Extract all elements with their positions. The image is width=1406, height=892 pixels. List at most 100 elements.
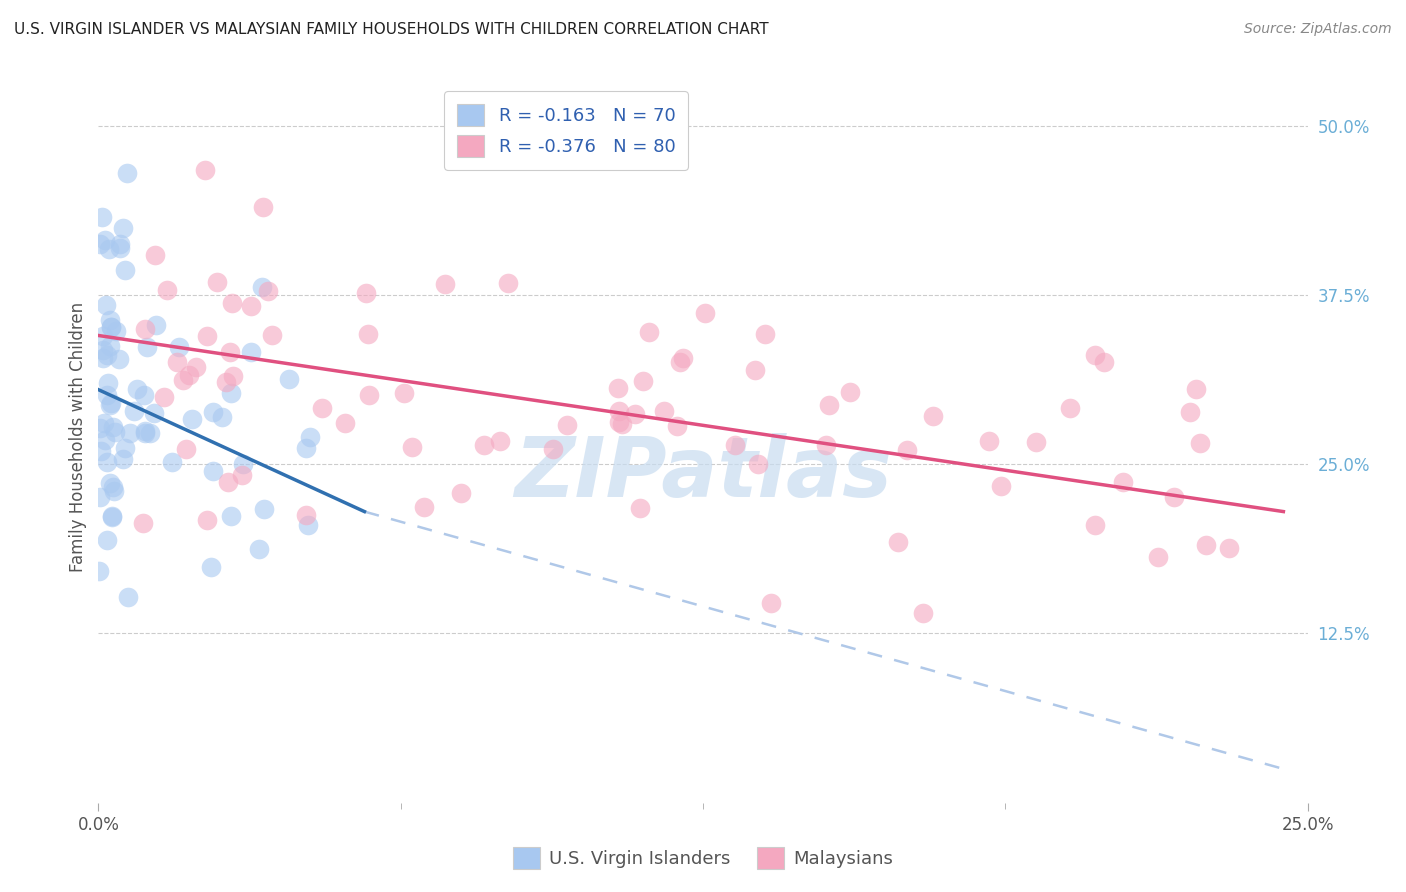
Point: [89, 490, 111, 504]
Point: [754, 326, 776, 341]
Point: [335, 416, 357, 430]
Point: [239, 299, 262, 313]
Point: [631, 375, 654, 389]
Point: [747, 457, 769, 471]
Point: [93, 343, 115, 357]
Text: Source: ZipAtlas.com: Source: ZipAtlas.com: [1244, 22, 1392, 37]
Point: [624, 407, 647, 421]
Point: [156, 283, 179, 297]
Point: [250, 280, 273, 294]
Point: [145, 318, 167, 333]
Point: [98, 313, 121, 327]
Point: [142, 406, 165, 420]
Y-axis label: Family Households with Children: Family Households with Children: [69, 302, 87, 572]
Point: [96, 455, 118, 469]
Point: [472, 437, 495, 451]
Point: [489, 434, 512, 448]
Point: [143, 247, 166, 261]
Point: [162, 455, 184, 469]
Point: [101, 510, 124, 524]
Point: [979, 434, 1001, 448]
Point: [1147, 549, 1170, 564]
Point: [174, 442, 197, 456]
Point: [450, 485, 472, 500]
Point: [295, 508, 318, 522]
Point: [134, 425, 156, 440]
Point: [219, 344, 242, 359]
Point: [103, 480, 125, 494]
Point: [628, 500, 651, 515]
Point: [1184, 382, 1206, 396]
Point: [814, 438, 837, 452]
Point: [110, 241, 132, 255]
Point: [112, 221, 135, 235]
Point: [887, 535, 910, 549]
Legend: U.S. Virgin Islanders, Malaysians: U.S. Virgin Islanders, Malaysians: [506, 839, 900, 876]
Point: [90, 444, 112, 458]
Point: [166, 355, 188, 369]
Point: [744, 363, 766, 377]
Point: [134, 388, 156, 402]
Point: [139, 425, 162, 440]
Point: [607, 381, 630, 395]
Point: [94, 298, 117, 312]
Point: [359, 388, 381, 402]
Point: [231, 468, 253, 483]
Point: [637, 325, 659, 339]
Point: [1180, 405, 1202, 419]
Point: [101, 508, 124, 523]
Point: [201, 464, 224, 478]
Point: [91, 329, 114, 343]
Point: [219, 509, 242, 524]
Point: [202, 405, 225, 419]
Point: [195, 329, 218, 343]
Point: [105, 324, 128, 338]
Point: [1163, 490, 1185, 504]
Point: [257, 285, 280, 299]
Point: [217, 475, 239, 489]
Point: [211, 410, 233, 425]
Point: [184, 360, 207, 375]
Point: [541, 442, 564, 457]
Point: [252, 200, 274, 214]
Point: [91, 210, 114, 224]
Point: [607, 416, 630, 430]
Point: [98, 398, 121, 412]
Point: [759, 596, 782, 610]
Point: [1112, 475, 1135, 490]
Point: [89, 237, 111, 252]
Point: [115, 166, 138, 180]
Point: [122, 404, 145, 418]
Point: [221, 296, 243, 310]
Point: [1218, 541, 1240, 555]
Point: [838, 384, 860, 399]
Point: [94, 233, 117, 247]
Point: [1188, 436, 1211, 450]
Point: [134, 424, 156, 438]
Point: [118, 425, 141, 440]
Point: [911, 607, 934, 621]
Point: [101, 419, 124, 434]
Point: [108, 352, 131, 367]
Point: [132, 516, 155, 530]
Point: [392, 385, 415, 400]
Point: [205, 275, 228, 289]
Point: [114, 441, 136, 455]
Point: [607, 404, 630, 418]
Point: [100, 320, 122, 334]
Point: [232, 457, 254, 471]
Point: [260, 327, 283, 342]
Point: [96, 349, 118, 363]
Point: [665, 418, 688, 433]
Point: [96, 388, 118, 402]
Text: ZIPatlas: ZIPatlas: [515, 434, 891, 514]
Point: [297, 518, 319, 533]
Point: [295, 441, 318, 455]
Point: [134, 322, 156, 336]
Point: [672, 351, 695, 365]
Point: [357, 326, 380, 341]
Point: [195, 513, 218, 527]
Point: [181, 412, 204, 426]
Point: [89, 421, 111, 435]
Point: [496, 276, 519, 290]
